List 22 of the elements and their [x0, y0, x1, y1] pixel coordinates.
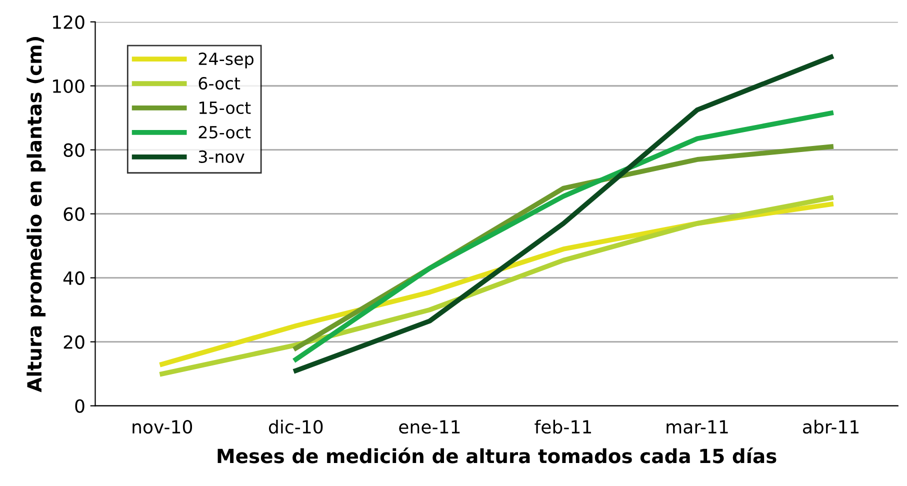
line-series	[293, 54, 834, 374]
x-tick-label: dic-10	[268, 420, 323, 434]
x-tick-label: abr-11	[802, 420, 859, 434]
legend-label: 24-sep	[198, 52, 254, 68]
x-axis-title: Meses de medición de altura tomados cada 15 días	[218, 448, 776, 464]
legend-label: 25-oct	[198, 126, 251, 139]
y-tick-label: 120	[53, 15, 84, 29]
x-tick-label: feb-11	[534, 420, 592, 434]
x-tick-label: mar-11	[666, 420, 728, 434]
x-tick-label: ene-11	[399, 420, 460, 434]
legend-label: 3-nov	[198, 150, 244, 163]
y-tick-label: 60	[64, 207, 84, 221]
legend-label: 6-oct	[198, 76, 240, 90]
x-tick-label: nov-10	[132, 420, 192, 434]
y-tick-label: 20	[64, 335, 84, 349]
y-axis-title: Altura promedio en plantas (cm)	[26, 36, 46, 392]
line-series	[293, 110, 834, 362]
legend-label: 15-oct	[199, 102, 251, 114]
y-tick-label: 0	[75, 399, 84, 413]
y-tick-label: 80	[64, 143, 84, 157]
y-tick-label: 40	[63, 271, 84, 285]
y-tick-label: 100	[53, 79, 84, 93]
